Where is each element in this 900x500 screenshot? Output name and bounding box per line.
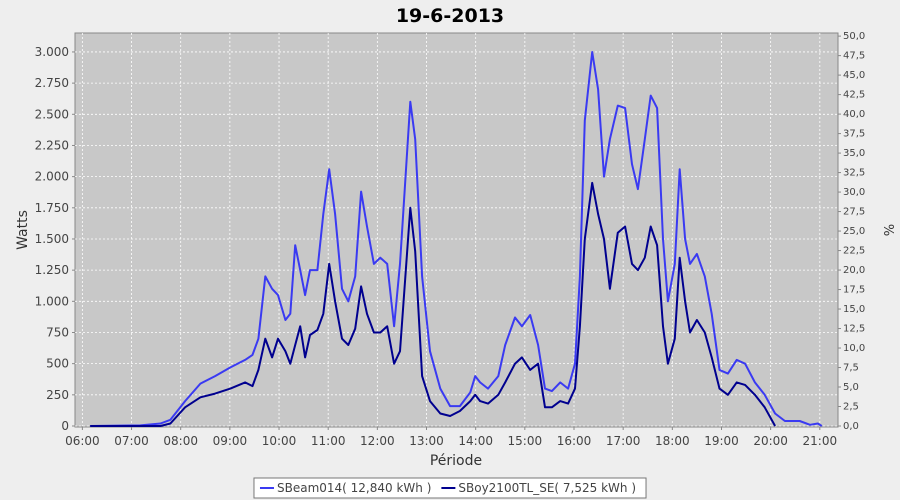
x-tick-label: 09:00 [213,434,248,448]
y-tick-label: 2.000 [35,170,69,184]
plot-area [74,32,839,428]
x-tick-label: 21:00 [803,434,838,448]
x-tick-label: 13:00 [409,434,444,448]
x-tick-label: 19:00 [704,434,739,448]
x-tick-label: 17:00 [606,434,641,448]
x-tick-label: 08:00 [163,434,198,448]
y2-tick-label: 27,5 [843,207,865,218]
legend-label: SBoy2100TL_SE( 7,525 kWh ) [458,481,636,495]
y2-tick-label: 32,5 [843,168,865,179]
y2-tick-label: 2,5 [843,402,859,413]
y-tick-label: 0 [61,419,69,433]
y2-tick-label: 30,0 [843,187,865,198]
y-tick-label: 1.750 [35,201,69,215]
x-tick-label: 20:00 [753,434,788,448]
y-tick-label: 2.500 [35,107,69,121]
y2-tick-label: 20,0 [843,265,865,276]
y-tick-label: 750 [46,325,69,339]
x-axis-label: Période [430,453,482,469]
x-tick-label: 07:00 [114,434,149,448]
y-tick-label: 1.500 [35,232,69,246]
series-line [90,51,823,427]
y2-tick-label: 0,0 [843,421,859,432]
x-tick-label: 18:00 [655,434,690,448]
y-axis-label: Watts [15,210,31,250]
y2-tick-label: 15,0 [843,304,865,315]
legend-label: SBeam014( 12,840 kWh ) [277,481,431,495]
y2-tick-label: 7,5 [843,363,859,374]
x-tick-label: 12:00 [360,434,395,448]
y-tick-label: 250 [46,388,69,402]
y-tick-label: 500 [46,357,69,371]
y2-tick-label: 12,5 [843,324,865,335]
chart-title: 19-6-2013 [396,5,504,27]
y2-tick-label: 45,0 [843,70,865,81]
y2-tick-label: 37,5 [843,129,865,140]
y2-tick-label: 50,0 [843,31,865,42]
x-tick-label: 10:00 [262,434,297,448]
y2-axis-label: % [880,224,895,236]
legend: SBeam014( 12,840 kWh ) SBoy2100TL_SE( 7,5… [253,477,647,499]
y2-tick-label: 47,5 [843,51,865,62]
y-tick-label: 2.250 [35,138,69,152]
series-line [90,181,776,427]
y2-tick-label: 5,0 [843,382,859,393]
x-tick-label: 14:00 [458,434,493,448]
y2-tick-label: 22,5 [843,246,865,257]
x-tick-label: 15:00 [508,434,543,448]
y-tick-label: 3.000 [35,45,69,59]
y-tick-label: 1.250 [35,263,69,277]
y2-tick-label: 10,0 [843,343,865,354]
x-tick-label: 06:00 [65,434,100,448]
y-tick-label: 1.000 [35,294,69,308]
y2-tick-label: 17,5 [843,285,865,296]
y2-tick-label: 25,0 [843,226,865,237]
y2-tick-label: 40,0 [843,109,865,120]
x-tick-label: 16:00 [557,434,592,448]
y2-tick-label: 42,5 [843,90,865,101]
y2-tick-label: 35,0 [843,148,865,159]
x-tick-label: 11:00 [311,434,346,448]
y-tick-label: 2.750 [35,76,69,90]
